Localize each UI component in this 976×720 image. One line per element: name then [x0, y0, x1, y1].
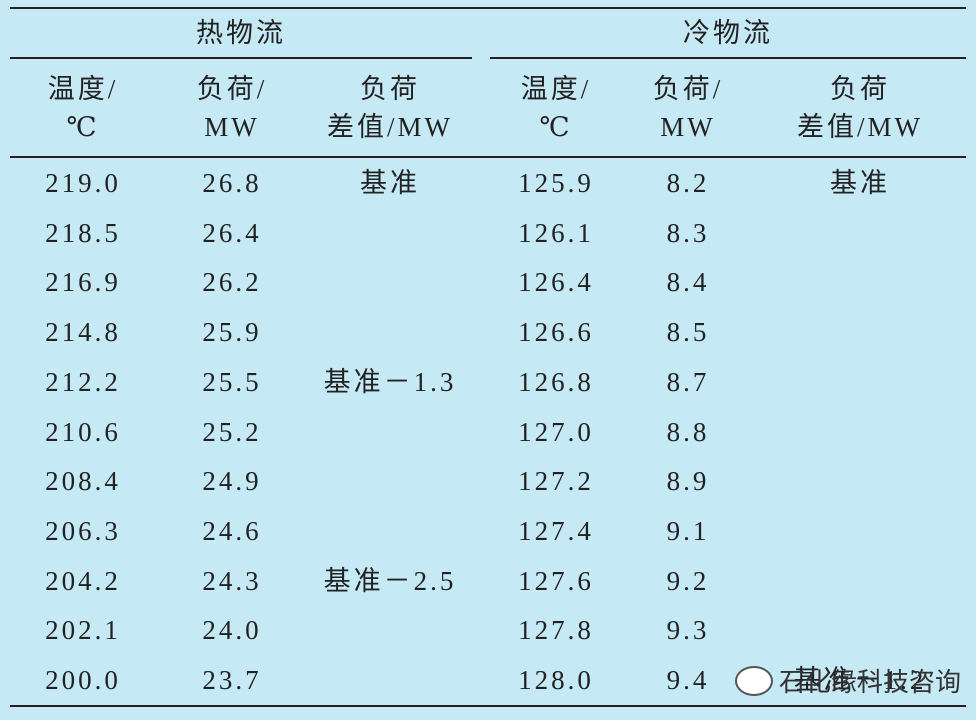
cell: 126.8	[518, 366, 594, 397]
cell: 219.0	[45, 168, 121, 198]
cell: 26.4	[202, 217, 262, 248]
cell: 24.6	[202, 515, 262, 546]
group-header: 热物流	[196, 18, 286, 48]
cell: 127.6	[518, 565, 594, 596]
cell: 216.9	[45, 267, 121, 298]
column-header: 负荷/	[196, 74, 268, 104]
column-header: 温度/	[520, 74, 592, 104]
group-header: 冷物流	[683, 18, 773, 48]
cell: 212.2	[45, 366, 121, 397]
column-header: 差值/MW	[327, 112, 453, 142]
column-header: 温度/	[47, 74, 119, 104]
cell: 206.3	[45, 515, 121, 546]
cell: 24.3	[202, 565, 262, 596]
cell: 208.4	[45, 466, 121, 497]
column-header: 差值/MW	[797, 112, 923, 142]
cell: 202.1	[45, 615, 121, 646]
cell: 127.2	[518, 466, 594, 497]
watermark-text: 石化缘科技咨询	[779, 668, 962, 698]
group-rule	[490, 57, 966, 59]
group-rule	[10, 57, 472, 59]
cell: 200.0	[45, 665, 121, 695]
column-header: 负荷	[830, 74, 890, 104]
cell: 9.4	[666, 665, 710, 695]
cell: 基准－1.3	[323, 366, 457, 397]
cell: 8.8	[666, 416, 710, 447]
cell: 24.0	[202, 615, 262, 646]
cell: 127.4	[518, 515, 594, 546]
cell: 127.8	[518, 615, 594, 646]
cell: 125.9	[518, 168, 594, 198]
cell: 25.2	[202, 416, 262, 447]
cell: 218.5	[45, 217, 121, 248]
cell: 26.2	[202, 267, 262, 298]
column-header: MW	[204, 112, 260, 142]
cell: 204.2	[45, 565, 121, 596]
bottom-rule	[10, 705, 966, 707]
column-header: 负荷	[360, 74, 420, 104]
cell: 128.0	[518, 665, 594, 695]
cell: 9.1	[666, 515, 710, 546]
cell: 214.8	[45, 317, 121, 348]
cell: 8.2	[666, 168, 710, 198]
cell: 基准－2.5	[323, 565, 457, 596]
column-header: ℃	[539, 112, 573, 142]
cell: 210.6	[45, 416, 121, 447]
cell: 8.4	[666, 267, 710, 298]
cell: 8.7	[666, 366, 710, 397]
cell: 127.0	[518, 416, 594, 447]
cell: 基准	[360, 168, 420, 198]
cell: 8.3	[666, 217, 710, 248]
cell: 126.4	[518, 267, 594, 298]
top-rule	[10, 7, 966, 9]
cell: 基准	[830, 168, 890, 198]
cell: 126.6	[518, 317, 594, 348]
header-rule	[10, 156, 966, 158]
cell: 8.5	[666, 317, 710, 348]
column-header: 负荷/	[652, 74, 724, 104]
cell: 9.2	[666, 565, 710, 596]
cell: 26.8	[202, 168, 262, 198]
watermark: 石化缘科技咨询	[735, 662, 961, 699]
cell: 126.1	[518, 217, 594, 248]
cell: 25.9	[202, 317, 262, 348]
cell: 24.9	[202, 466, 262, 497]
column-header: MW	[660, 112, 716, 142]
cell: 基准－1.2	[793, 665, 927, 695]
cell: 23.7	[202, 665, 262, 695]
cell: 9.3	[666, 615, 710, 646]
cell: 8.9	[666, 466, 710, 497]
cell: 25.5	[202, 366, 262, 397]
column-header: ℃	[66, 112, 100, 142]
